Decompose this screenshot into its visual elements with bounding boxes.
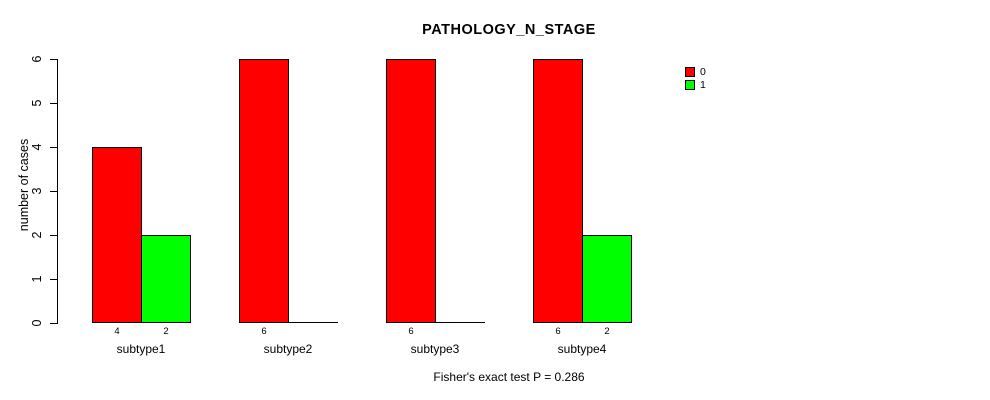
zero-bar-line: [435, 322, 485, 323]
bar: [239, 59, 289, 323]
chart-title: PATHOLOGY_N_STAGE: [422, 22, 596, 38]
y-tick: [50, 59, 57, 60]
y-axis-line: [57, 59, 58, 324]
bar: [533, 59, 583, 323]
y-tick-label: 5: [30, 99, 44, 107]
legend-label-1: 1: [700, 78, 706, 91]
bar-value-label: 2: [163, 326, 169, 337]
y-tick: [50, 279, 57, 280]
bar: [92, 147, 142, 323]
bar: [582, 235, 632, 323]
y-tick-label: 6: [30, 55, 44, 63]
bar-value-label: 6: [408, 326, 414, 337]
y-tick: [50, 235, 57, 236]
bar-value-label: 6: [555, 326, 561, 337]
category-label-subtype1: subtype1: [116, 342, 166, 356]
legend-label-0: 0: [700, 66, 706, 78]
bar: [141, 235, 191, 323]
y-tick-label: 3: [30, 187, 44, 195]
y-tick-label: 0: [30, 319, 44, 327]
y-tick: [50, 191, 57, 192]
y-tick-label: 2: [30, 231, 44, 239]
legend-swatch-0: [685, 67, 695, 77]
y-tick-label: 1: [30, 275, 44, 283]
bar-value-label: 6: [261, 326, 267, 337]
bar-value-label: 4: [114, 326, 120, 337]
legend-swatch-1: [685, 79, 695, 90]
bar: [386, 59, 436, 323]
category-label-subtype2: subtype2: [263, 342, 313, 356]
y-tick: [50, 103, 57, 104]
y-tick-label: 4: [30, 143, 44, 151]
y-tick: [50, 323, 57, 324]
y-tick: [50, 147, 57, 148]
category-label-subtype3: subtype3: [410, 342, 460, 356]
annotation-fisher-test: Fisher's exact test P = 0.286: [433, 370, 585, 384]
zero-bar-line: [288, 322, 338, 323]
bar-value-label: 2: [604, 326, 610, 337]
category-label-subtype4: subtype4: [557, 342, 607, 356]
